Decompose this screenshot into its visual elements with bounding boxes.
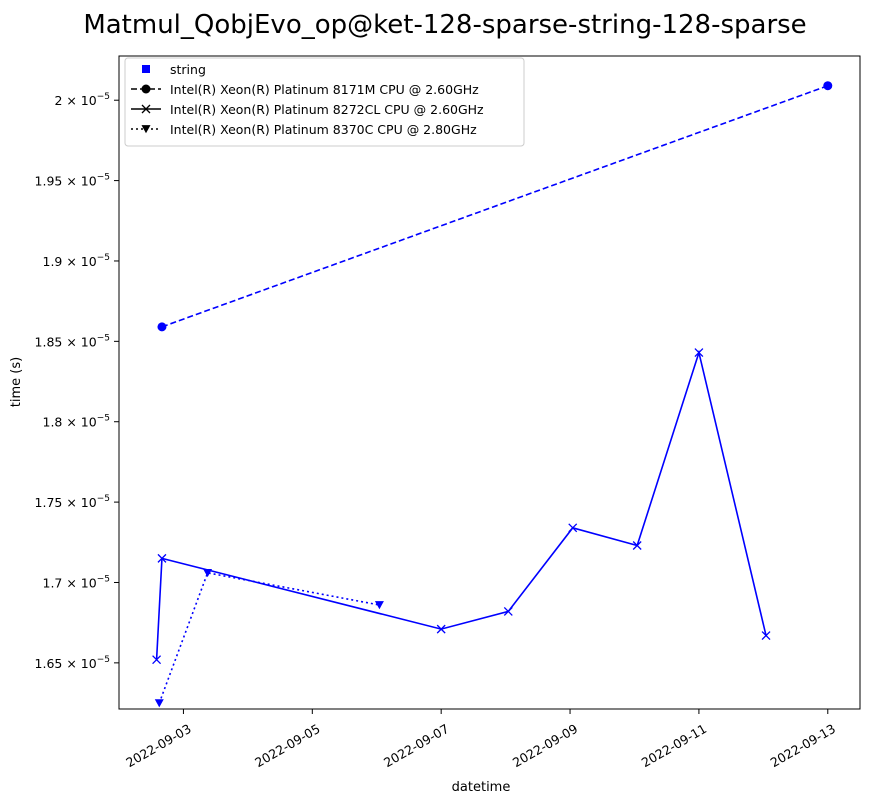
legend-label-1: string [170, 62, 206, 77]
y-tick-label-6: 1.9 × 10−5 [43, 253, 111, 269]
legend-box [124, 57, 525, 147]
series-line-3 [158, 571, 380, 704]
axes: 2022-09-03 2022-09-05 2022-09-07 2022-09-09… [35, 55, 861, 770]
y-tick-label-1: 1.65 × 10−5 [35, 655, 110, 671]
data-point-s2-2 [157, 553, 167, 563]
plot-frame [118, 55, 861, 710]
plot-area [152, 81, 833, 708]
data-point-s1-1 [157, 322, 167, 332]
chart-title: Matmul_QobjEvo_op@ket-128-sparse-string-… [83, 10, 806, 40]
legend-marker-1 [142, 65, 150, 73]
data-point-s2-1 [152, 655, 162, 665]
legend-label-2: Intel(R) Xeon(R) Platinum 8171M CPU @ 2.… [170, 82, 479, 97]
series-line-2 [155, 349, 767, 660]
data-point-s3-3 [374, 601, 384, 610]
legend-marker-2 [141, 84, 151, 94]
y-tick-label-2: 1.7 × 10−5 [43, 574, 111, 590]
x-axis-label: datetime [452, 780, 511, 795]
y-tick-label-3: 1.75 × 10−5 [35, 494, 110, 510]
y-tick-label-4: 1.8 × 10−5 [43, 414, 111, 430]
series-line-1 [161, 84, 829, 328]
y-tick-label-8: 2 × 10−5 [54, 92, 110, 108]
legend: string Intel(R) Xeon(R) Platinum 8171M CP… [124, 57, 525, 147]
y-tick-label-5: 1.85 × 10−5 [35, 333, 110, 349]
x-tick-label-3: 2022-09-07 [381, 721, 451, 770]
data-point-s2-6 [632, 541, 642, 550]
legend-label-3: Intel(R) Xeon(R) Platinum 8272CL CPU @ 2… [170, 102, 484, 117]
x-tick-label-6: 2022-09-13 [768, 721, 838, 770]
y-axis-label: time (s) [9, 357, 24, 407]
data-point-s2-8 [761, 631, 771, 640]
x-tick-label-4: 2022-09-09 [510, 721, 580, 770]
legend-marker-3 [141, 104, 151, 114]
data-point-s1-2 [823, 81, 833, 91]
x-tick-label-1: 2022-09-03 [123, 721, 193, 770]
x-tick-label-5: 2022-09-11 [639, 721, 709, 770]
y-tick-label-7: 1.95 × 10−5 [35, 173, 110, 189]
data-point-s3-1 [154, 699, 164, 708]
data-point-s2-4 [503, 606, 513, 616]
legend-marker-4 [141, 125, 151, 134]
data-point-s2-5 [568, 523, 578, 533]
data-point-s3-2 [203, 569, 213, 578]
data-point-s2-7 [694, 348, 704, 358]
x-tick-label-2: 2022-09-05 [252, 721, 322, 770]
legend-label-4: Intel(R) Xeon(R) Platinum 8370C CPU @ 2.… [170, 122, 477, 137]
data-point-s2-3 [436, 624, 446, 634]
